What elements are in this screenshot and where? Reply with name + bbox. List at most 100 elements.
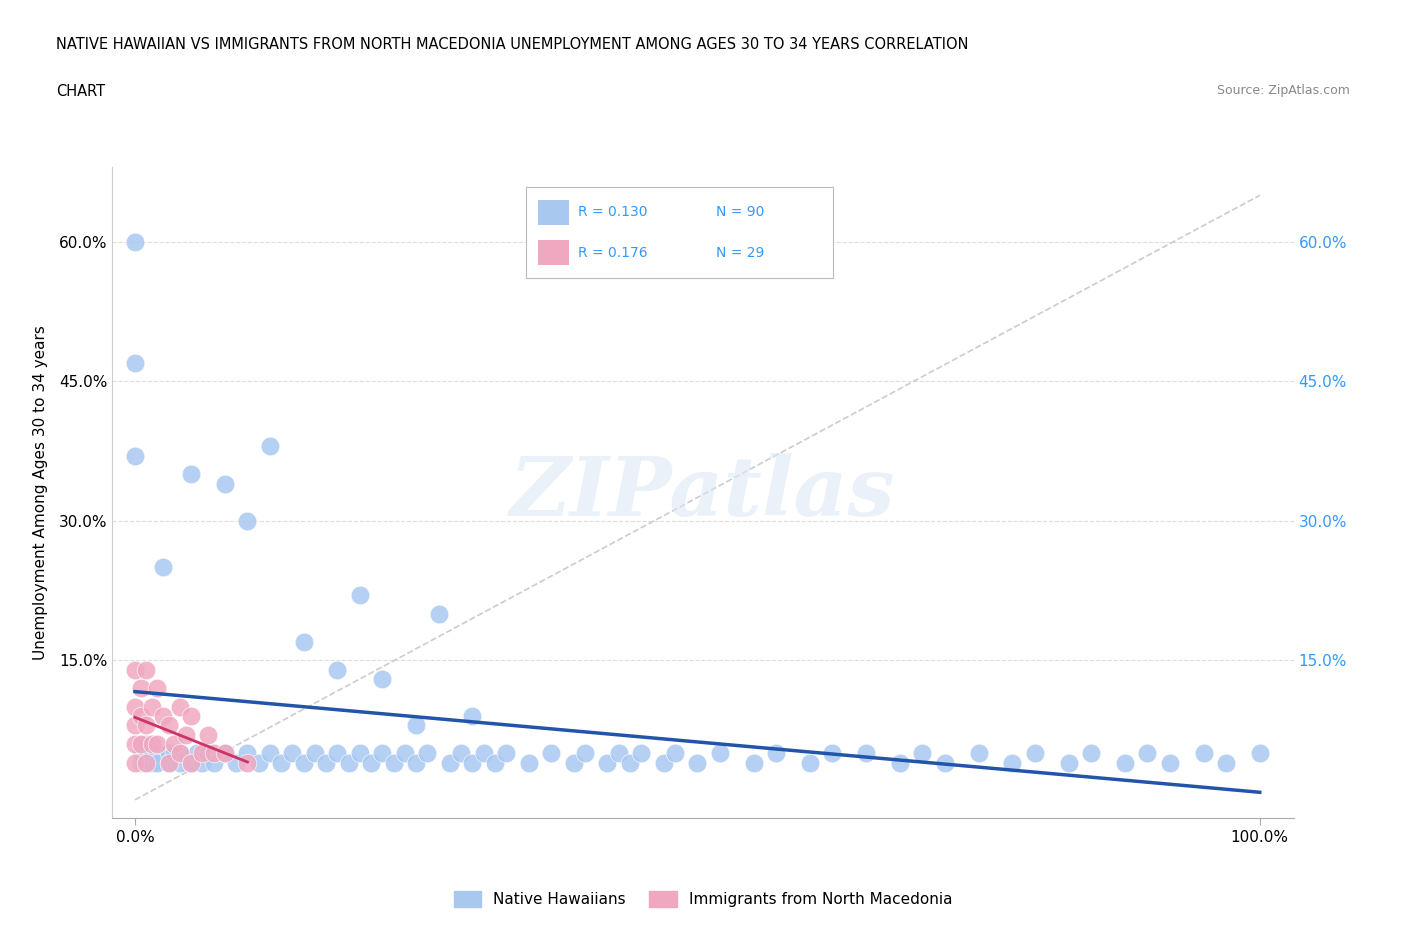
Legend: Native Hawaiians, Immigrants from North Macedonia: Native Hawaiians, Immigrants from North …	[447, 884, 959, 913]
Point	[247, 755, 270, 770]
Point	[169, 699, 191, 714]
Point	[326, 662, 349, 677]
Point	[124, 662, 146, 677]
Text: CHART: CHART	[56, 84, 105, 99]
Point	[197, 727, 219, 742]
Point	[799, 755, 821, 770]
Point	[562, 755, 585, 770]
Point	[129, 746, 152, 761]
Point	[349, 588, 371, 603]
Point	[163, 737, 186, 751]
Point	[157, 746, 180, 761]
Point	[169, 746, 191, 761]
Point	[124, 448, 146, 463]
Point	[225, 755, 247, 770]
Point	[1001, 755, 1024, 770]
Point	[360, 755, 382, 770]
Point	[371, 671, 394, 686]
Point	[191, 755, 214, 770]
Point	[174, 727, 197, 742]
Point	[202, 746, 225, 761]
Point	[236, 513, 259, 528]
Point	[337, 755, 360, 770]
Point	[135, 737, 157, 751]
Point	[574, 746, 596, 761]
Point	[416, 746, 439, 761]
Point	[821, 746, 844, 761]
Point	[202, 755, 225, 770]
Point	[146, 755, 169, 770]
Point	[371, 746, 394, 761]
Point	[157, 718, 180, 733]
Point	[157, 755, 180, 770]
Point	[129, 737, 152, 751]
Point	[394, 746, 416, 761]
Point	[607, 746, 630, 761]
Text: ZIPatlas: ZIPatlas	[510, 453, 896, 533]
Point	[124, 718, 146, 733]
Point	[382, 755, 405, 770]
Point	[157, 755, 180, 770]
Point	[934, 755, 956, 770]
Point	[517, 755, 540, 770]
Point	[405, 718, 427, 733]
Point	[129, 755, 152, 770]
Point	[124, 699, 146, 714]
Point	[146, 681, 169, 696]
Point	[129, 709, 152, 724]
Point	[124, 234, 146, 249]
Point	[495, 746, 517, 761]
Point	[484, 755, 506, 770]
Point	[135, 662, 157, 677]
Point	[664, 746, 686, 761]
Point	[236, 746, 259, 761]
Point	[135, 755, 157, 770]
Point	[439, 755, 461, 770]
Point	[197, 746, 219, 761]
Point	[124, 737, 146, 751]
Point	[163, 746, 186, 761]
Point	[180, 467, 202, 482]
Point	[1249, 746, 1271, 761]
Point	[427, 606, 450, 621]
Point	[259, 746, 281, 761]
Point	[152, 560, 174, 575]
Point	[135, 755, 157, 770]
Point	[124, 355, 146, 370]
Point	[855, 746, 877, 761]
Point	[765, 746, 787, 761]
Point	[152, 709, 174, 724]
Point	[709, 746, 731, 761]
Point	[742, 755, 765, 770]
Point	[180, 755, 202, 770]
Point	[304, 746, 326, 761]
Point	[326, 746, 349, 761]
Point	[191, 746, 214, 761]
Point	[141, 737, 163, 751]
Point	[259, 439, 281, 454]
Point	[186, 746, 208, 761]
Point	[596, 755, 619, 770]
Point	[1215, 755, 1237, 770]
Point	[911, 746, 934, 761]
Point	[1136, 746, 1159, 761]
Point	[214, 746, 236, 761]
Point	[315, 755, 337, 770]
Point	[1159, 755, 1181, 770]
Point	[180, 755, 202, 770]
Point	[619, 755, 641, 770]
Point	[1192, 746, 1215, 761]
Point	[214, 476, 236, 491]
Point	[349, 746, 371, 761]
Point	[146, 746, 169, 761]
Point	[630, 746, 652, 761]
Point	[686, 755, 709, 770]
Point	[129, 681, 152, 696]
Point	[889, 755, 911, 770]
Point	[180, 709, 202, 724]
Point	[292, 634, 315, 649]
Point	[450, 746, 472, 761]
Point	[292, 755, 315, 770]
Point	[652, 755, 675, 770]
Point	[270, 755, 292, 770]
